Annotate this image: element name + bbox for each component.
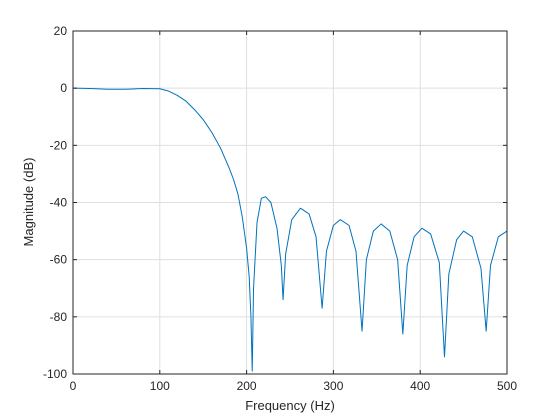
magnitude-response-line (72, 87, 508, 372)
x-tick-label: 300 (323, 379, 343, 393)
y-tick-label: -40 (50, 196, 68, 210)
x-tick-label: 0 (70, 379, 77, 393)
y-tick-label: -100 (43, 367, 67, 381)
y-tick-label: 0 (60, 81, 67, 95)
y-axis-label: Magnitude (dB) (21, 158, 36, 247)
x-tick-label: 200 (237, 379, 257, 393)
x-tick-label: 500 (497, 379, 517, 393)
y-tick-label: -80 (50, 310, 68, 324)
x-tick-label: 100 (150, 379, 170, 393)
y-tick-label: 20 (54, 24, 68, 38)
x-tick-label: 400 (410, 379, 430, 393)
data-layer (72, 87, 508, 372)
y-tick-label: -20 (50, 138, 68, 152)
y-tick-label: -60 (50, 253, 68, 267)
x-axis-label: Frequency (Hz) (245, 398, 335, 413)
grid-layer (72, 30, 508, 375)
